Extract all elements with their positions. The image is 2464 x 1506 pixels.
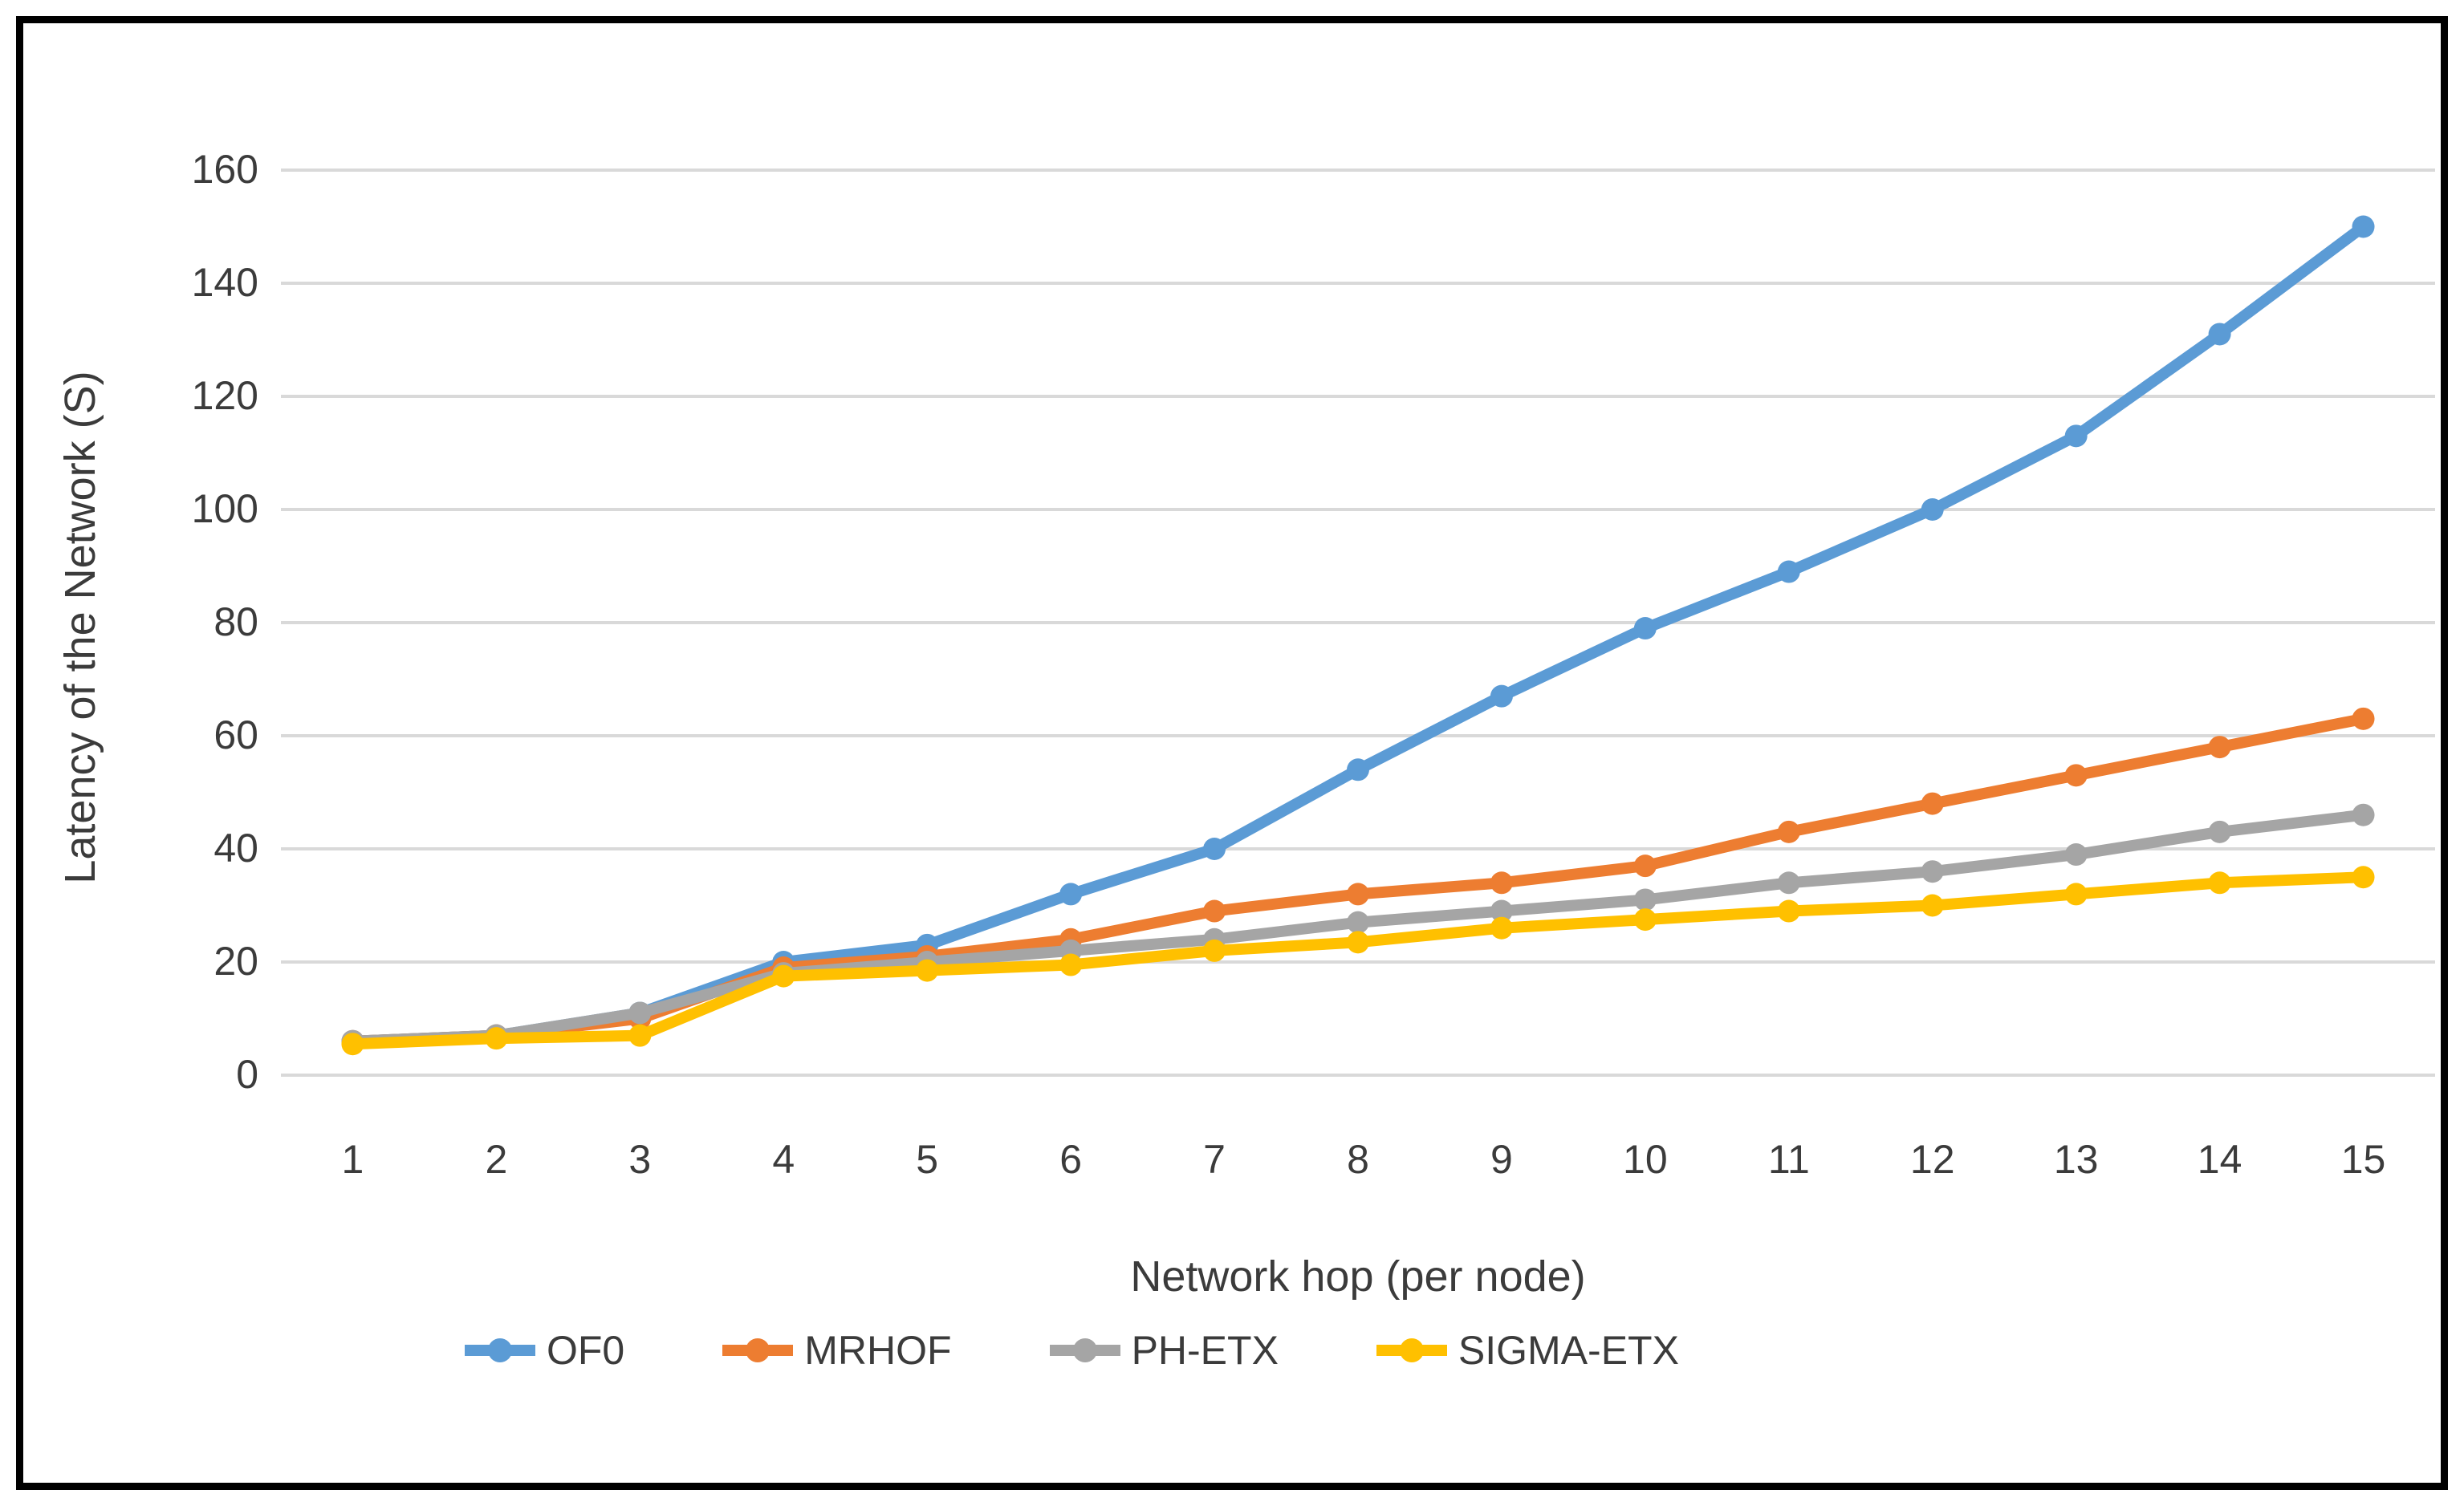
data-point-sigma-etx	[628, 1024, 652, 1047]
data-point-of0	[1633, 617, 1657, 640]
legend-item-of0: OF0	[461, 1326, 624, 1374]
legend-marker-sigma-etx-icon	[1376, 1338, 1447, 1362]
legend-marker-of0-icon	[465, 1338, 535, 1362]
data-point-sigma-etx	[1921, 894, 1944, 917]
y-tick-label: 80	[213, 599, 258, 644]
x-tick-label: 12	[1910, 1137, 1955, 1182]
data-point-of0	[2064, 424, 2088, 448]
data-point-mrhof	[1490, 871, 1513, 895]
data-point-ph-etx	[1490, 899, 1513, 923]
data-point-mrhof	[1777, 820, 1800, 843]
x-tick-label: 14	[2198, 1137, 2242, 1182]
data-point-sigma-etx	[485, 1027, 508, 1050]
data-point-sigma-etx	[1347, 931, 1369, 954]
data-point-sigma-etx	[1203, 939, 1226, 962]
y-tick-label: 40	[213, 826, 258, 871]
legend-label-mrhof: MRHOF	[804, 1328, 952, 1373]
y-tick-label: 120	[192, 373, 258, 418]
x-tick-label: 2	[485, 1137, 507, 1182]
data-point-sigma-etx	[1490, 916, 1513, 940]
data-point-of0	[1490, 684, 1513, 708]
data-point-of0	[2352, 215, 2375, 238]
legend-item-sigma-etx: SIGMA-ETX	[1373, 1326, 1679, 1374]
x-tick-label: 15	[2341, 1137, 2386, 1182]
data-point-mrhof	[1921, 792, 1944, 815]
chart-legend: OF0 MRHOF PH-ETX SIGMA-ETX	[461, 1314, 1679, 1386]
x-tick-label: 13	[2054, 1137, 2099, 1182]
data-point-ph-etx	[1777, 871, 1800, 895]
y-tick-label: 20	[213, 939, 258, 984]
data-point-ph-etx	[2064, 843, 2088, 867]
data-point-sigma-etx	[2352, 866, 2375, 889]
x-tick-label: 7	[1203, 1137, 1226, 1182]
data-point-mrhof	[1347, 883, 1369, 906]
data-point-sigma-etx	[1059, 953, 1083, 976]
data-point-sigma-etx	[772, 964, 795, 988]
legend-item-mrhof: MRHOF	[719, 1326, 952, 1374]
data-point-sigma-etx	[916, 959, 939, 982]
data-point-ph-etx	[1633, 888, 1657, 911]
data-point-sigma-etx	[341, 1033, 364, 1056]
x-tick-label: 8	[1347, 1137, 1369, 1182]
x-tick-label: 11	[1768, 1137, 1810, 1182]
data-point-mrhof	[2064, 764, 2088, 787]
y-tick-label: 100	[192, 486, 258, 531]
legend-label-sigma-etx: SIGMA-ETX	[1458, 1328, 1679, 1373]
x-tick-label: 3	[628, 1137, 651, 1182]
x-tick-label: 1	[342, 1137, 364, 1182]
data-point-sigma-etx	[1633, 908, 1657, 932]
x-axis-title: Network hop (per node)	[1130, 1252, 1586, 1301]
x-tick-label: 5	[916, 1137, 938, 1182]
y-axis-title: Latency of the Network (S)	[56, 371, 104, 884]
data-point-sigma-etx	[2208, 871, 2231, 895]
data-point-sigma-etx	[1777, 899, 1800, 923]
legend-marker-mrhof-icon	[722, 1338, 794, 1362]
legend-marker-ph-etx-icon	[1049, 1338, 1120, 1362]
data-point-of0	[2208, 323, 2231, 346]
chart-border	[16, 16, 2448, 1490]
data-point-mrhof	[2352, 707, 2375, 730]
data-point-ph-etx	[628, 1001, 652, 1025]
x-tick-label: 10	[1623, 1137, 1668, 1182]
data-point-mrhof	[1633, 854, 1657, 878]
data-point-sigma-etx	[2064, 883, 2088, 906]
x-tick-label: 9	[1490, 1137, 1513, 1182]
data-point-of0	[1347, 758, 1369, 781]
data-point-mrhof	[1203, 899, 1226, 923]
data-point-of0	[1921, 498, 1944, 521]
data-point-ph-etx	[2352, 803, 2375, 826]
data-point-ph-etx	[1921, 860, 1944, 883]
data-point-of0	[1203, 838, 1226, 860]
x-tick-label: 6	[1059, 1137, 1082, 1182]
x-tick-label: 4	[772, 1137, 795, 1182]
data-point-mrhof	[2208, 736, 2231, 759]
y-tick-label: 60	[213, 712, 258, 757]
y-tick-label: 160	[192, 147, 258, 192]
legend-item-ph-etx: PH-ETX	[1047, 1326, 1279, 1374]
y-tick-label: 0	[236, 1052, 258, 1097]
data-point-of0	[1059, 883, 1083, 906]
data-point-ph-etx	[1347, 911, 1369, 934]
data-point-of0	[1777, 560, 1800, 583]
legend-label-ph-etx: PH-ETX	[1131, 1328, 1279, 1373]
legend-label-of0: OF0	[547, 1328, 625, 1373]
data-point-ph-etx	[2208, 820, 2231, 843]
y-tick-label: 140	[192, 260, 258, 305]
